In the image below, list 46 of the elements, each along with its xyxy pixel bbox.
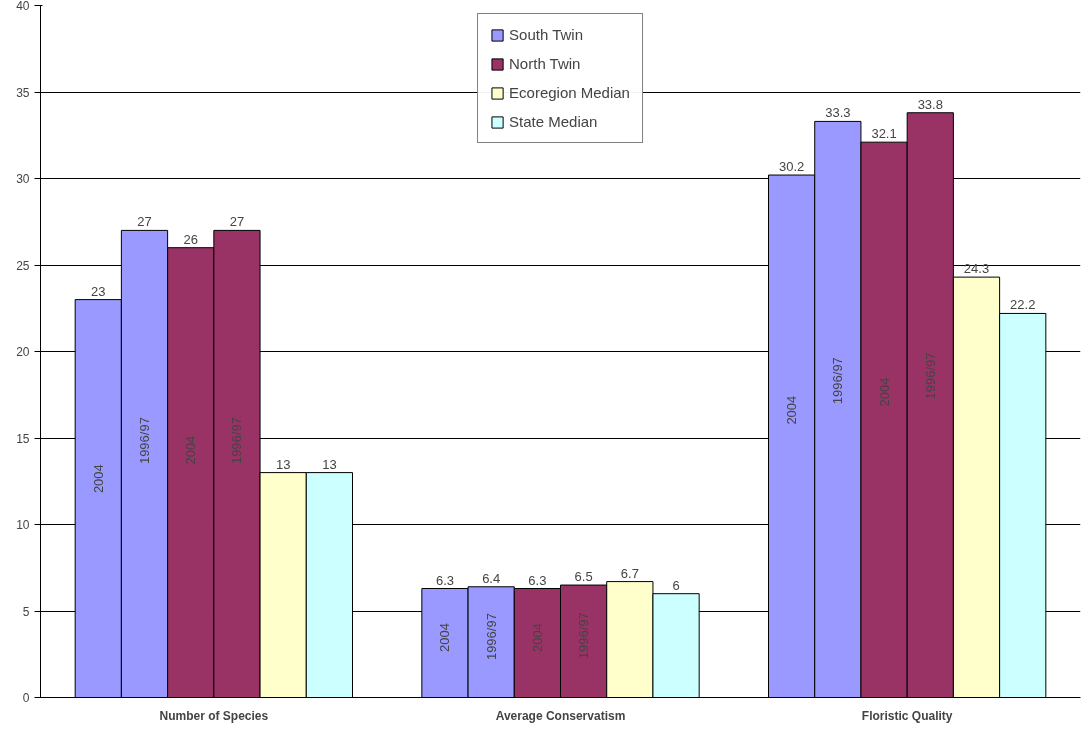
annotation: 1996/97 — [483, 613, 499, 661]
text: 2004 — [529, 623, 545, 653]
legend-label: South Twin — [509, 26, 583, 43]
y-tick-label: 25 — [16, 258, 30, 273]
annotation: 2004 — [437, 623, 453, 653]
data-label: 22.2 — [1010, 297, 1036, 313]
data-label: 24.3 — [963, 261, 990, 277]
data-label: 32.1 — [871, 126, 897, 142]
x-tick-label: Number of Species — [159, 708, 269, 723]
y-tick-label: 10 — [16, 518, 30, 532]
y-tick-label: 35 — [16, 85, 30, 100]
legend-label: North Twin — [509, 55, 581, 72]
data-label: 33.3 — [825, 105, 851, 121]
text: 2004 — [183, 435, 199, 465]
text: 1996/97 — [922, 352, 938, 400]
text: 2004 — [876, 377, 892, 407]
annotation: 1996/97 — [137, 417, 152, 465]
data-label: 26 — [183, 231, 198, 247]
annotation: 2004 — [90, 464, 106, 494]
y-tick-label: 40 — [16, 0, 30, 13]
y-tick-label: 15 — [16, 431, 30, 446]
data-label: 23 — [91, 283, 106, 299]
x-tick-label: Average Conservatism — [495, 708, 626, 723]
data-label: 6.5 — [574, 569, 593, 585]
text: 1996/97 — [229, 417, 245, 465]
text: 1996/97 — [576, 612, 592, 660]
data-label: 27 — [137, 214, 152, 230]
y-tick-label: 30 — [16, 172, 30, 186]
legend-label: State Median — [509, 113, 598, 130]
data-label: 13 — [322, 456, 337, 472]
data-label: 6.3 — [435, 572, 454, 588]
data-label: 30.2 — [778, 159, 805, 175]
data-label: 27 — [229, 214, 245, 230]
text: 1996/97 — [830, 357, 846, 405]
data-label: 6.7 — [620, 565, 639, 581]
text: 2004 — [784, 395, 800, 425]
y-tick-label: 0 — [22, 691, 30, 705]
y-tick-label: 20 — [16, 345, 30, 359]
data-label: 6.3 — [528, 572, 547, 588]
y-tick-label: 5 — [22, 604, 30, 619]
data-label: 6 — [672, 577, 680, 593]
data-label: 33.8 — [917, 96, 943, 112]
data-label: 13 — [275, 456, 291, 472]
legend-label: Ecoregion Median — [509, 84, 630, 101]
data-label: 6.4 — [482, 570, 501, 586]
x-tick-label: Floristic Quality — [861, 708, 953, 723]
